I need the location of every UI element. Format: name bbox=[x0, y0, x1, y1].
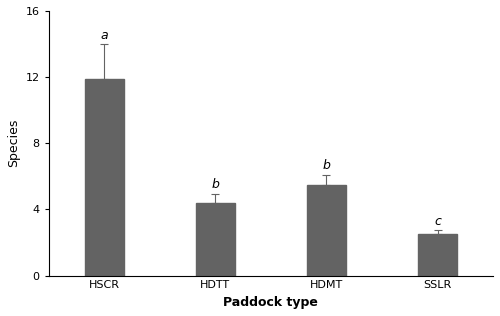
Bar bbox=[196, 203, 234, 276]
Bar bbox=[85, 79, 124, 276]
Text: b: b bbox=[322, 159, 330, 172]
X-axis label: Paddock type: Paddock type bbox=[224, 296, 318, 309]
Text: a: a bbox=[100, 28, 108, 41]
Bar bbox=[418, 234, 457, 276]
Bar bbox=[307, 185, 346, 276]
Text: b: b bbox=[212, 178, 219, 191]
Text: c: c bbox=[434, 215, 441, 228]
Y-axis label: Species: Species bbox=[7, 119, 20, 167]
